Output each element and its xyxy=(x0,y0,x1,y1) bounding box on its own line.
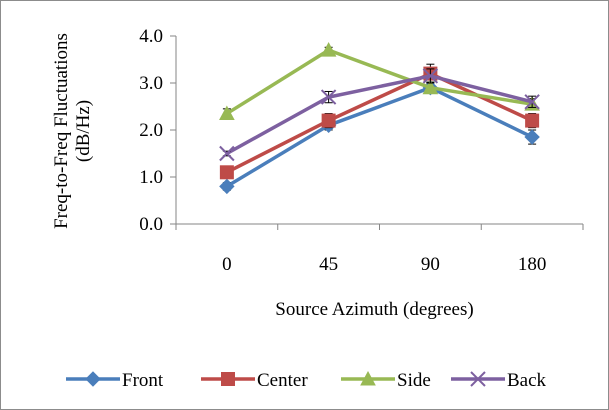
legend-label: Back xyxy=(507,370,547,391)
data-point xyxy=(320,89,337,105)
data-point xyxy=(321,113,336,128)
legend-item-center: Center xyxy=(201,370,308,391)
data-point xyxy=(422,68,439,84)
series-line xyxy=(225,85,533,188)
x-marker-stroke xyxy=(524,94,540,110)
x-marker-stroke xyxy=(320,89,337,105)
data-point xyxy=(422,79,439,95)
x-tick-label: 45 xyxy=(319,254,338,275)
x-marker-stroke xyxy=(470,371,486,387)
data-point xyxy=(219,178,235,195)
series-layer xyxy=(219,42,540,195)
axes-layer xyxy=(170,35,584,230)
legend-item-back: Back xyxy=(451,370,547,391)
y-tick-label: 2.0 xyxy=(139,120,163,141)
data-point xyxy=(525,113,540,128)
x-axis-title: Source Azimuth (degrees) xyxy=(275,299,473,320)
legend-label: Center xyxy=(257,370,308,391)
data-point xyxy=(219,165,234,180)
y-tick-label: 3.0 xyxy=(139,73,163,94)
legend-item-front: Front xyxy=(66,370,164,391)
data-point xyxy=(219,105,235,121)
x-marker-stroke xyxy=(219,145,235,162)
y-axis-title-line: (dB/Hz) xyxy=(73,100,94,162)
y-tick-label: 1.0 xyxy=(139,167,163,188)
legend-marker xyxy=(360,370,376,386)
legend-marker xyxy=(85,371,101,387)
legend-label: Front xyxy=(122,370,164,391)
series-line xyxy=(226,74,533,156)
series-back xyxy=(219,68,540,162)
legend-label: Side xyxy=(397,370,431,391)
legend-marker xyxy=(221,372,235,386)
text-layer: 0.0 1.0 2.0 3.0 4.0 0 45 90 180 Source Azimuth (d… xyxy=(51,26,546,320)
data-point xyxy=(524,94,540,110)
data-point xyxy=(219,145,235,162)
y-tick-label: 0.0 xyxy=(139,214,163,235)
y-axis-title-line: Freq-to-Freq Fluctuations xyxy=(51,33,72,229)
y-axis-title: Freq-to-Freq Fluctuations(dB/Hz) xyxy=(51,33,94,229)
x-marker-stroke xyxy=(422,68,439,84)
data-point xyxy=(320,42,337,57)
x-tick-label: 180 xyxy=(518,254,547,275)
x-tick-label: 0 xyxy=(222,254,232,275)
legend-marker xyxy=(470,371,486,387)
legend-item-side: Side xyxy=(341,370,431,391)
data-point xyxy=(524,129,540,145)
legend-layer: Front Center Side Back xyxy=(66,370,547,391)
series-line xyxy=(225,48,533,116)
x-tick-label: 90 xyxy=(421,254,440,275)
y-tick-label: 4.0 xyxy=(139,26,163,47)
